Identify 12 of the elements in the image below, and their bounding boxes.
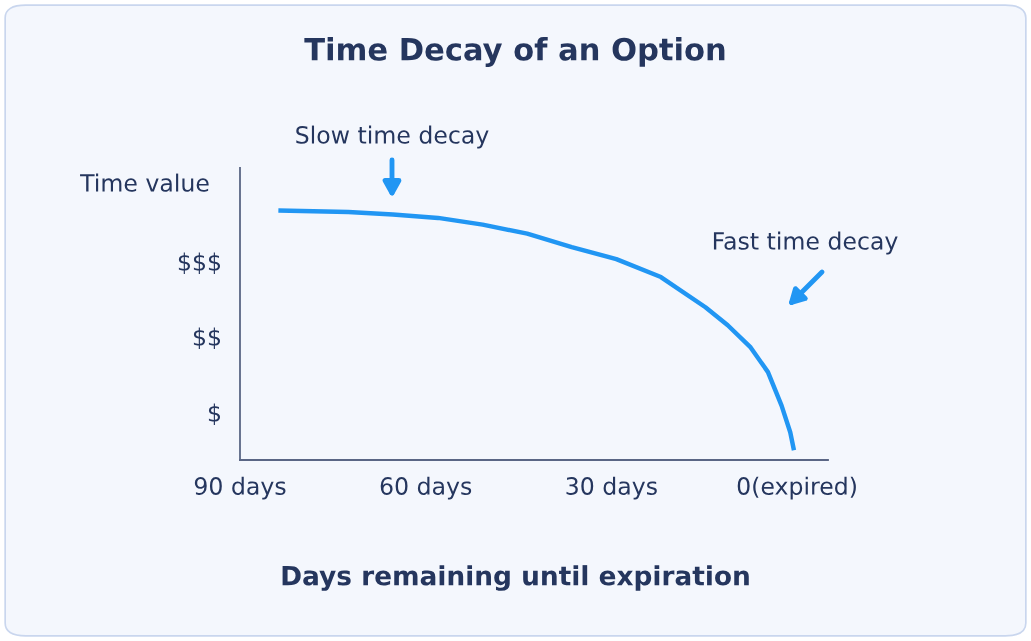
annotation: Fast time decay [713, 231, 898, 255]
x-tick-label: 30 days [566, 476, 657, 500]
x-axis-title: Days remaining until expiration [282, 565, 749, 591]
chart-title: Time Decay of an Option [304, 37, 725, 67]
text: $$ [193, 327, 221, 349]
text: $ [208, 403, 221, 425]
x-tick-label: 60 days [380, 476, 472, 500]
x-tick-label: 90 days [194, 476, 286, 500]
text: Slow time decay [296, 125, 489, 149]
y-axis-title: Time value [80, 173, 209, 192]
x-tick-label: 0(expired) [737, 476, 856, 500]
text: $$$ [178, 252, 221, 274]
